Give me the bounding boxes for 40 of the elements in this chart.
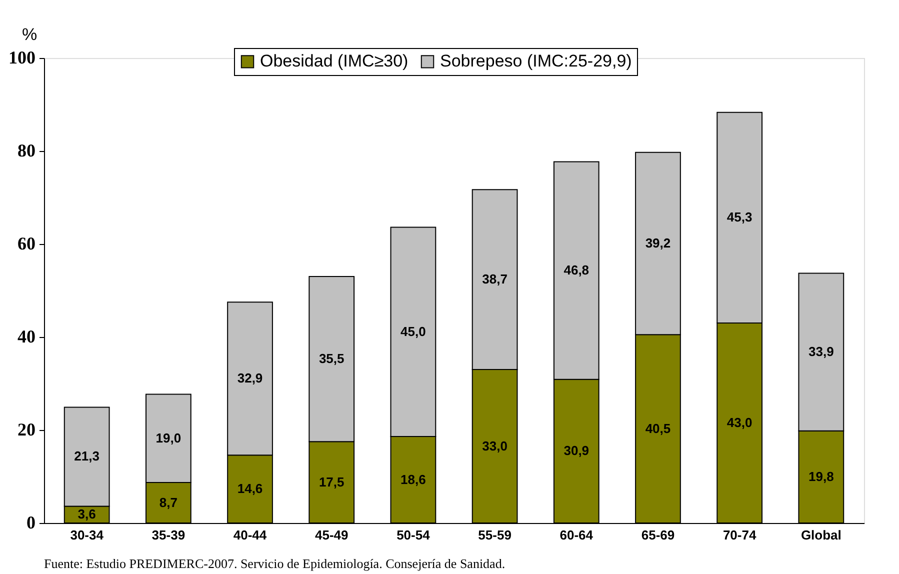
- data-label: 45,0: [400, 324, 426, 339]
- x-tick-label: Global: [800, 528, 842, 542]
- data-label: 17,5: [318, 474, 344, 490]
- data-label: 35,5: [318, 351, 344, 366]
- legend-label: Sobrepeso (IMC:25-29,9): [440, 52, 632, 71]
- data-label: 8,7: [159, 494, 178, 510]
- data-label: 33,0: [482, 438, 508, 454]
- y-tick-label: 40: [18, 326, 36, 346]
- legend-label: Obesidad (IMC≥30): [260, 52, 408, 71]
- x-tick-label: 70-74: [722, 528, 757, 542]
- x-tick-label: 45-49: [314, 528, 348, 542]
- x-tick-label: 55-59: [478, 528, 512, 542]
- y-tick-label: 20: [18, 420, 36, 440]
- y-tick-label: 80: [18, 140, 36, 160]
- y-axis-title: %: [22, 25, 38, 44]
- data-label: 21,3: [74, 448, 100, 464]
- data-label: 19,0: [156, 430, 182, 446]
- data-label: 32,9: [237, 370, 263, 386]
- y-tick-label: 0: [26, 512, 36, 532]
- data-label: 45,3: [726, 210, 752, 225]
- x-tick-label: 50-54: [396, 528, 431, 542]
- x-tick-label: 35-39: [152, 528, 186, 542]
- data-label: 19,8: [808, 468, 834, 484]
- x-tick-label: 65-69: [641, 528, 675, 542]
- data-label: 40,5: [645, 420, 671, 436]
- data-label: 30,9: [564, 443, 590, 458]
- x-tick-label: 30-34: [70, 528, 104, 542]
- data-label: 46,8: [564, 262, 590, 278]
- data-label: 33,9: [808, 344, 834, 360]
- x-tick-label: 40-44: [233, 528, 268, 542]
- y-tick-label: 60: [18, 234, 36, 254]
- data-label: 14,6: [237, 481, 263, 496]
- source-note: Fuente: Estudio PREDIMERC-2007. Servicio de Epidemiología. Consejería de Sanidad.: [44, 556, 506, 571]
- data-label: 18,6: [400, 472, 426, 487]
- data-label: 38,7: [482, 272, 508, 287]
- x-tick-label: 60-64: [560, 528, 594, 542]
- data-label: 39,2: [645, 236, 671, 251]
- data-label: 43,0: [726, 415, 752, 430]
- data-label: 3,6: [78, 506, 96, 522]
- y-tick-label: 100: [8, 48, 36, 68]
